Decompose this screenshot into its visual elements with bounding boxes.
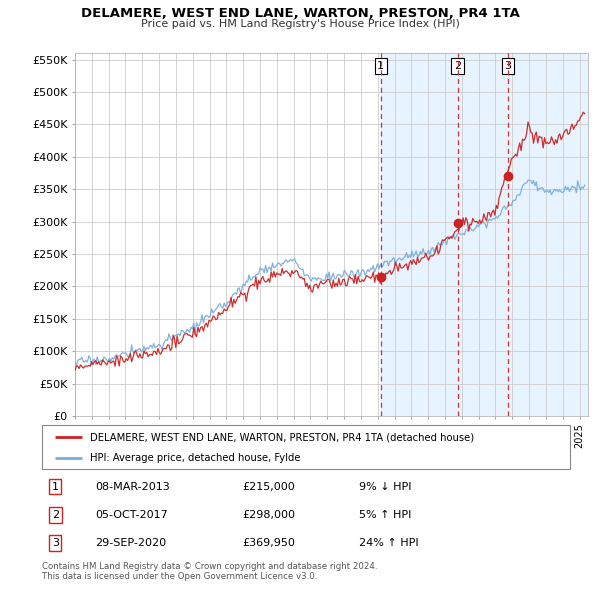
Text: Contains HM Land Registry data © Crown copyright and database right 2024.
This d: Contains HM Land Registry data © Crown c…: [42, 562, 377, 581]
Text: 24% ↑ HPI: 24% ↑ HPI: [359, 538, 418, 548]
Text: Price paid vs. HM Land Registry's House Price Index (HPI): Price paid vs. HM Land Registry's House …: [140, 19, 460, 29]
Text: DELAMERE, WEST END LANE, WARTON, PRESTON, PR4 1TA: DELAMERE, WEST END LANE, WARTON, PRESTON…: [80, 7, 520, 20]
Text: 1: 1: [52, 481, 59, 491]
Text: 1: 1: [377, 61, 384, 71]
Text: £298,000: £298,000: [242, 510, 296, 520]
Text: 29-SEP-2020: 29-SEP-2020: [95, 538, 166, 548]
Text: 3: 3: [505, 61, 512, 71]
FancyBboxPatch shape: [42, 425, 570, 469]
Bar: [381, 53, 588, 416]
Text: £215,000: £215,000: [242, 481, 295, 491]
Text: 05-OCT-2017: 05-OCT-2017: [95, 510, 167, 520]
Text: £369,950: £369,950: [242, 538, 296, 548]
Text: 2: 2: [454, 61, 461, 71]
Text: 9% ↓ HPI: 9% ↓ HPI: [359, 481, 412, 491]
Text: DELAMERE, WEST END LANE, WARTON, PRESTON, PR4 1TA (detached house): DELAMERE, WEST END LANE, WARTON, PRESTON…: [89, 432, 473, 442]
Text: HPI: Average price, detached house, Fylde: HPI: Average price, detached house, Fyld…: [89, 453, 300, 463]
Text: 3: 3: [52, 538, 59, 548]
Text: 5% ↑ HPI: 5% ↑ HPI: [359, 510, 411, 520]
Text: 08-MAR-2013: 08-MAR-2013: [95, 481, 170, 491]
Text: 2: 2: [52, 510, 59, 520]
